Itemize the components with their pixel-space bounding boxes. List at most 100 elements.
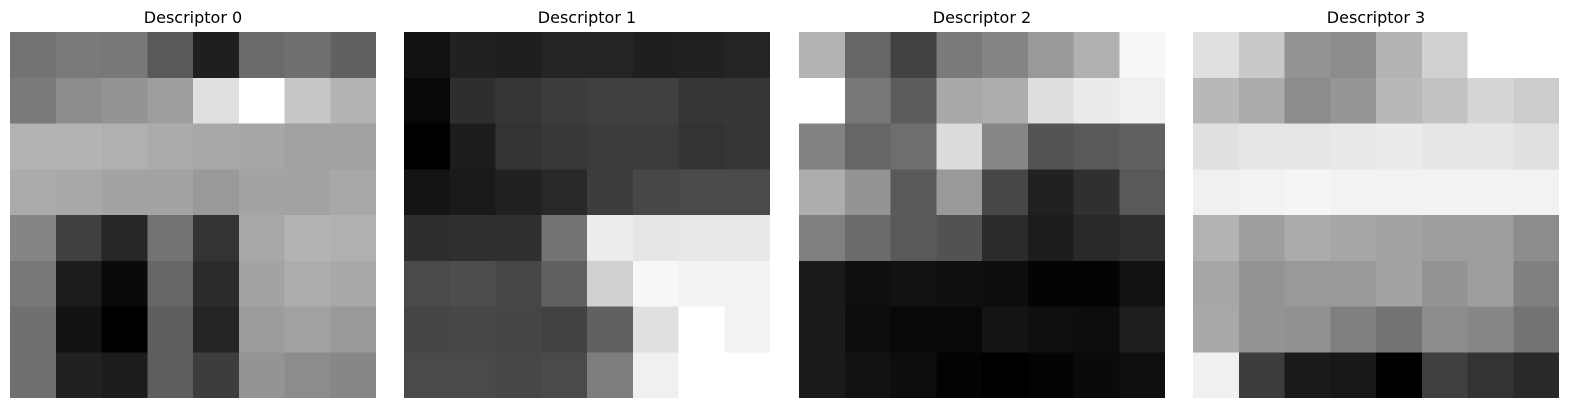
heatmap-cell-r3-c7: [330, 169, 376, 216]
heatmap-cell-r2-c3: [936, 123, 983, 170]
heatmap-cell-r6-c6: [284, 306, 331, 353]
descriptor-panel-3: Descriptor 3: [1193, 0, 1559, 409]
heatmap-cell-r1-c5: [632, 77, 679, 124]
heatmap-cell-r2-c2: [101, 123, 148, 170]
heatmap-cell-r4-c3: [147, 215, 194, 262]
heatmap-cell-r5-c4: [587, 260, 634, 307]
heatmap-cell-r5-c5: [632, 260, 679, 307]
heatmap-cell-r0-c1: [449, 32, 496, 79]
heatmap-cell-r1-c1: [449, 77, 496, 124]
heatmap-cell-r3-c5: [632, 169, 679, 216]
heatmap-cell-r7-c7: [724, 352, 770, 398]
heatmap-cell-r1-c4: [1376, 77, 1423, 124]
heatmap-cell-r4-c4: [1376, 215, 1423, 262]
heatmap-cell-r6-c4: [587, 306, 634, 353]
heatmap-cell-r0-c3: [147, 32, 194, 79]
heatmap-cell-r0-c2: [890, 32, 937, 79]
heatmap-cell-r0-c4: [982, 32, 1029, 79]
heatmap-cell-r4-c2: [495, 215, 542, 262]
heatmap-cell-r3-c5: [1027, 169, 1074, 216]
heatmap-cell-r3-c5: [238, 169, 285, 216]
chart-title: Descriptor 0: [143, 8, 243, 27]
heatmap-cell-r5-c7: [1119, 260, 1165, 307]
heatmap-cell-r3-c1: [55, 169, 102, 216]
heatmap-cell-r2-c1: [449, 123, 496, 170]
heatmap-cell-r0-c3: [936, 32, 983, 79]
heatmap-cell-r3-c3: [936, 169, 983, 216]
heatmap-cell-r5-c3: [147, 260, 194, 307]
heatmap-cell-r5-c4: [193, 260, 240, 307]
heatmap-cell-r1-c1: [1238, 77, 1285, 124]
heatmap-cell-r1-c3: [936, 77, 983, 124]
heatmap-cell-r5-c6: [1073, 260, 1120, 307]
heatmap-cell-r0-c7: [1119, 32, 1165, 79]
heatmap-cell-r3-c2: [495, 169, 542, 216]
heatmap-cell-r2-c3: [1330, 123, 1377, 170]
heatmap-cell-r0-c2: [495, 32, 542, 79]
heatmap-cell-r3-c6: [284, 169, 331, 216]
heatmap-cell-r4-c1: [1238, 215, 1285, 262]
heatmap-cell-r5-c0: [799, 260, 846, 307]
heatmap-cell-r3-c3: [541, 169, 588, 216]
heatmap-cell-r5-c7: [330, 260, 376, 307]
heatmap-cell-r7-c6: [1073, 352, 1120, 398]
heatmap-cell-r7-c0: [1193, 352, 1240, 398]
heatmap-cell-r3-c1: [449, 169, 496, 216]
heatmap-cell-r1-c6: [678, 77, 725, 124]
chart-title: Descriptor 2: [932, 8, 1032, 27]
heatmap-cell-r0-c6: [1073, 32, 1120, 79]
heatmap-cell-r1-c6: [1073, 77, 1120, 124]
heatmap-cell-r5-c6: [284, 260, 331, 307]
heatmap-cell-r2-c2: [495, 123, 542, 170]
heatmap-cell-r2-c2: [1284, 123, 1331, 170]
heatmap-cell-r3-c2: [890, 169, 937, 216]
heatmap-cell-r1-c3: [147, 77, 194, 124]
heatmap-cell-r7-c6: [284, 352, 331, 398]
heatmap-cell-r7-c2: [101, 352, 148, 398]
heatmap-cell-r2-c6: [678, 123, 725, 170]
heatmap-cell-r4-c2: [101, 215, 148, 262]
heatmap-cell-r0-c5: [632, 32, 679, 79]
heatmap-cell-r3-c7: [1513, 169, 1559, 216]
heatmap-cell-r1-c6: [1467, 77, 1514, 124]
heatmap-cell-r4-c5: [1421, 215, 1468, 262]
heatmap-cell-r6-c7: [724, 306, 770, 353]
heatmap-cell-r0-c5: [238, 32, 285, 79]
heatmap-cell-r6-c2: [101, 306, 148, 353]
heatmap-cell-r1-c4: [982, 77, 1029, 124]
descriptor-panel-1: Descriptor 1: [404, 0, 770, 409]
heatmap-cell-r6-c6: [678, 306, 725, 353]
heatmap-cell-r6-c3: [1330, 306, 1377, 353]
heatmap-cell-r1-c1: [55, 77, 102, 124]
heatmap-cell-r0-c5: [1421, 32, 1468, 79]
heatmap-cell-r6-c4: [1376, 306, 1423, 353]
heatmap-cell-r6-c5: [238, 306, 285, 353]
heatmap-cell-r7-c5: [632, 352, 679, 398]
heatmap-cell-r2-c4: [587, 123, 634, 170]
heatmap-cell-r2-c7: [330, 123, 376, 170]
heatmap-cell-r5-c6: [1467, 260, 1514, 307]
heatmap-cell-r1-c0: [10, 77, 57, 124]
heatmap-cell-r3-c4: [587, 169, 634, 216]
heatmap-cell-r2-c5: [632, 123, 679, 170]
heatmap-cell-r4-c4: [982, 215, 1029, 262]
heatmap-cell-r7-c3: [936, 352, 983, 398]
heatmap-cell-r1-c2: [1284, 77, 1331, 124]
heatmap-cell-r5-c4: [982, 260, 1029, 307]
heatmap-cell-r2-c4: [193, 123, 240, 170]
heatmap-cell-r6-c4: [193, 306, 240, 353]
heatmap-cell-r1-c2: [890, 77, 937, 124]
heatmap-cell-r6-c6: [1467, 306, 1514, 353]
heatmap-cell-r4-c7: [1513, 215, 1559, 262]
heatmap-cell-r7-c5: [1421, 352, 1468, 398]
heatmap-cell-r6-c2: [890, 306, 937, 353]
heatmap-cell-r6-c3: [147, 306, 194, 353]
heatmap-cell-r4-c7: [1119, 215, 1165, 262]
heatmap-cell-r2-c6: [1467, 123, 1514, 170]
heatmap-cell-r7-c1: [55, 352, 102, 398]
heatmap-cell-r6-c1: [844, 306, 891, 353]
heatmap-cell-r1-c5: [238, 77, 285, 124]
heatmap-cell-r4-c0: [10, 215, 57, 262]
heatmap-cell-r5-c3: [936, 260, 983, 307]
heatmap-cell-r7-c3: [147, 352, 194, 398]
